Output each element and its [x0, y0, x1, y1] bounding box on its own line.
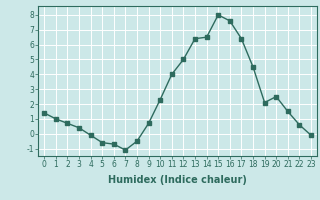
X-axis label: Humidex (Indice chaleur): Humidex (Indice chaleur): [108, 175, 247, 185]
